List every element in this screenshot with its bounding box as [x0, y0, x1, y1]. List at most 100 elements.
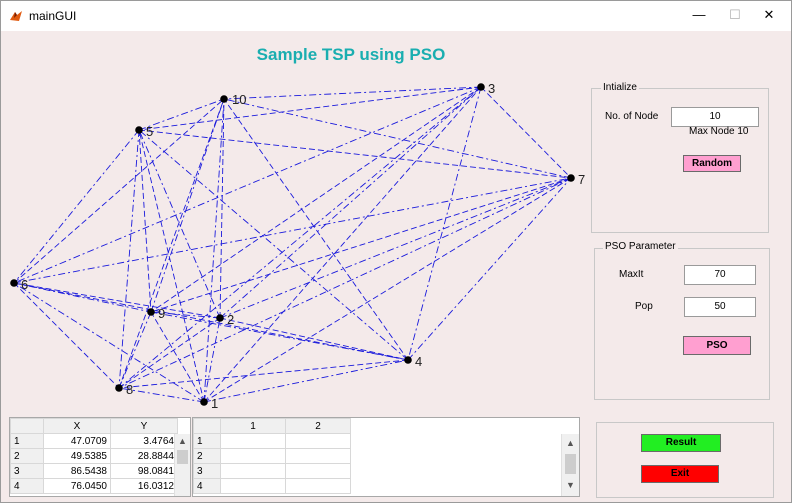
edge-1-5	[138, 129, 205, 403]
edge-1-9	[150, 311, 205, 403]
node-label-9: 9	[158, 306, 165, 321]
table-cell[interactable]	[285, 448, 351, 464]
row-index: 1	[10, 433, 44, 449]
x-cell[interactable]: 49.5385	[43, 448, 111, 464]
table-cell[interactable]	[220, 463, 286, 479]
node-label-6: 6	[21, 277, 28, 292]
matlab-icon	[10, 11, 22, 21]
result-table-scrollbar[interactable]: ▲ ▼	[561, 434, 579, 496]
edge-2-9	[150, 311, 221, 319]
y-column-header: Y	[110, 418, 178, 434]
x-cell[interactable]: 86.5438	[43, 463, 111, 479]
minimize-button[interactable]: —	[692, 7, 706, 22]
row-index: 4	[10, 478, 44, 494]
table-cell[interactable]	[220, 448, 286, 464]
table-cell[interactable]	[285, 433, 351, 449]
node-count-label: No. of Node	[605, 111, 659, 122]
edge-4-6	[13, 282, 409, 361]
table-row[interactable]: 3	[193, 463, 351, 479]
edge-7-8	[118, 177, 572, 389]
edge-2-7	[219, 177, 572, 319]
node-label-7: 7	[578, 172, 585, 187]
edge-4-7	[407, 177, 572, 361]
table-cell[interactable]	[220, 433, 286, 449]
node-2	[216, 314, 224, 322]
row-index: 3	[193, 463, 221, 479]
table-row[interactable]: 4 76.0450 16.0312	[10, 478, 178, 494]
row-index: 3	[10, 463, 44, 479]
edge-4-10	[223, 98, 409, 361]
x-cell[interactable]: 76.0450	[43, 478, 111, 494]
edge-1-2	[203, 317, 221, 403]
node-label-2: 2	[227, 312, 234, 327]
table-row[interactable]: 1	[193, 433, 351, 449]
row-index: 1	[193, 433, 221, 449]
table-cell[interactable]	[220, 478, 286, 494]
edge-1-10	[203, 98, 225, 403]
edge-6-10	[13, 98, 225, 284]
row-index: 2	[193, 448, 221, 464]
column-header-2: 2	[285, 418, 351, 434]
table-row[interactable]: 2	[193, 448, 351, 464]
exit-button[interactable]: Exit	[641, 465, 719, 483]
column-header-1: 1	[220, 418, 286, 434]
table-row[interactable]: 1 47.0709 3.4764	[10, 433, 178, 449]
result-button[interactable]: Result	[641, 434, 721, 452]
edge-1-3	[203, 86, 482, 403]
scroll-up-icon[interactable]: ▲	[178, 436, 187, 446]
y-cell[interactable]: 28.8844	[110, 448, 178, 464]
title-bar: mainGUI — ☐ ✕	[1, 1, 791, 31]
close-button[interactable]: ✕	[763, 7, 775, 22]
table-row[interactable]: 2 49.5385 28.8844	[10, 448, 178, 464]
edge-4-5	[138, 129, 409, 361]
pop-label: Pop	[635, 301, 653, 312]
row-index: 2	[10, 448, 44, 464]
scrollbar-thumb[interactable]	[177, 450, 188, 464]
table-row[interactable]: 3 86.5438 98.0841	[10, 463, 178, 479]
table-cell[interactable]	[285, 463, 351, 479]
coordinates-table-scrollbar[interactable]: ▲	[174, 434, 190, 496]
node-count-input[interactable]: 10	[671, 107, 759, 127]
table-row[interactable]: 4	[193, 478, 351, 494]
node-3	[477, 83, 485, 91]
corner-header	[10, 418, 44, 434]
edge-6-7	[13, 177, 572, 284]
table-cell[interactable]	[285, 478, 351, 494]
maximize-button[interactable]: ☐	[729, 7, 741, 22]
scroll-up-icon[interactable]: ▲	[566, 438, 575, 448]
node-label-5: 5	[146, 124, 153, 139]
y-cell[interactable]: 3.4764	[110, 433, 178, 449]
result-table[interactable]: 1 2 1 2 3 4	[192, 417, 580, 497]
node-label-8: 8	[126, 382, 133, 397]
maxit-input[interactable]: 70	[684, 265, 756, 285]
x-cell[interactable]: 47.0709	[43, 433, 111, 449]
edge-2-8	[118, 317, 221, 389]
scroll-down-icon[interactable]: ▼	[566, 480, 575, 490]
tsp-graph-plot: 1 2 3 4 5 6 7 8 9 10	[10, 81, 585, 411]
x-column-header: X	[43, 418, 111, 434]
edge-4-9	[150, 311, 409, 361]
scrollbar-thumb[interactable]	[565, 454, 576, 474]
pop-input[interactable]: 50	[684, 297, 756, 317]
node-7	[567, 174, 575, 182]
edge-3-8	[118, 86, 482, 389]
edge-5-6	[13, 129, 140, 284]
random-button[interactable]: Random	[683, 155, 741, 172]
edge-2-3	[219, 86, 482, 319]
edge-3-6	[13, 86, 482, 284]
plot-title: Sample TSP using PSO	[256, 45, 446, 64]
y-cell[interactable]: 98.0841	[110, 463, 178, 479]
y-cell[interactable]: 16.0312	[110, 478, 178, 494]
max-node-label: Max Node 10	[689, 126, 749, 137]
edge-6-8	[13, 282, 120, 389]
pso-button[interactable]: PSO	[683, 336, 751, 355]
node-10	[220, 95, 228, 103]
edges-group	[13, 86, 572, 403]
edge-1-6	[13, 282, 205, 403]
window-title: mainGUI	[29, 9, 77, 23]
edge-7-10	[223, 98, 572, 179]
coordinates-table[interactable]: X Y 1 47.0709 3.4764 2 49.5385 28.8844 3…	[9, 417, 191, 497]
edge-4-8	[118, 359, 409, 389]
initialize-panel	[591, 88, 769, 233]
